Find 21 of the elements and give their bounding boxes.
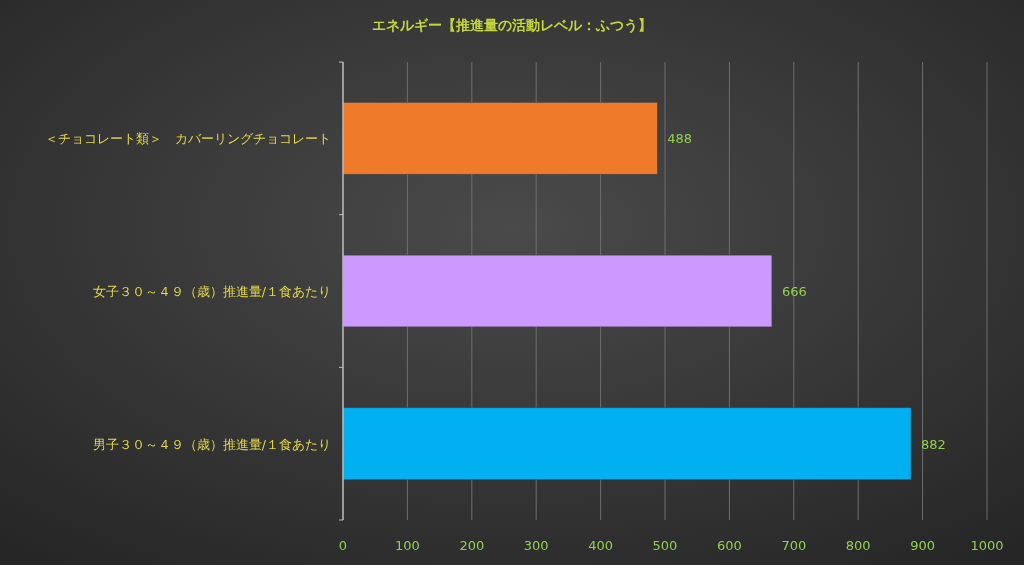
x-tick-label: 300 <box>523 538 549 553</box>
data-label: 666 <box>781 284 807 299</box>
y-tick-label: 女子３０～４９（歳）推進量/１食あたり <box>92 284 331 299</box>
y-tick-label: 男子３０～４９（歳）推進量/１食あたり <box>92 436 331 452</box>
y-tick-label: ＜チョコレート類＞ カバーリングチョコレート <box>45 131 331 147</box>
data-label: 488 <box>667 131 693 147</box>
bar <box>342 254 773 328</box>
x-tick-label: 800 <box>845 538 871 553</box>
chart-title: エネルギー【推進量の活動レベル：ふつう】 <box>372 17 652 34</box>
x-tick-label: 0 <box>338 538 348 553</box>
x-tick-label: 700 <box>781 538 807 553</box>
data-label: 882 <box>921 436 946 452</box>
x-tick-label: 100 <box>394 538 420 553</box>
x-tick-label: 200 <box>459 538 485 553</box>
x-tick-label: 1000 <box>970 538 1004 553</box>
x-tick-label: 400 <box>588 538 614 553</box>
bar <box>342 102 658 175</box>
x-tick-label: 500 <box>652 538 678 553</box>
x-tick-label: 900 <box>910 538 936 553</box>
x-tick-label: 600 <box>716 538 742 553</box>
bar <box>342 407 912 480</box>
